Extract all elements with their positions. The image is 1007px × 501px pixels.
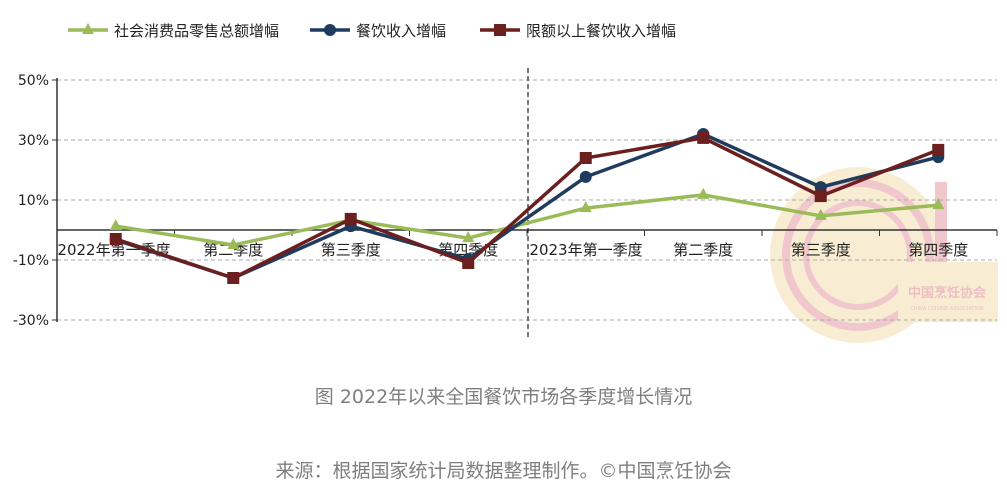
x-tick-label: 第四季度 xyxy=(908,241,968,259)
y-tick-label: -10% xyxy=(13,253,49,269)
x-tick-label: 第三季度 xyxy=(791,241,851,259)
legend-label: 限额以上餐饮收入增幅 xyxy=(526,22,676,40)
data-point-square xyxy=(932,143,945,156)
data-point-triangle xyxy=(814,208,827,220)
data-point-square xyxy=(814,190,827,203)
data-point-triangle xyxy=(227,238,240,249)
data-point-square xyxy=(344,212,357,225)
watermark-logo: 中国烹饪协会 CHINA CUISINE ASSOCIATION xyxy=(770,167,998,343)
y-tick-label: 30% xyxy=(18,133,49,149)
y-tick-label: -30% xyxy=(13,313,49,329)
data-point-circle xyxy=(324,24,336,36)
series-line xyxy=(115,136,939,280)
x-tick-label: 第二季度 xyxy=(673,241,733,259)
data-point-triangle xyxy=(579,201,592,213)
watermark-subtext: CHINA CUISINE ASSOCIATION xyxy=(910,306,983,312)
data-point-square xyxy=(579,152,592,164)
x-tick-label: 第三季度 xyxy=(321,241,381,259)
watermark-plate xyxy=(898,262,998,322)
data-point-square xyxy=(227,272,240,284)
legend-label: 餐饮收入增幅 xyxy=(356,22,446,40)
legend-label: 社会消费品零售总额增幅 xyxy=(114,22,279,40)
data-point-triangle xyxy=(697,187,710,199)
figure-caption: 图 2022年以来全国餐饮市场各季度增长情况 xyxy=(314,386,693,408)
data-point-square xyxy=(462,257,475,269)
series-line xyxy=(115,193,939,247)
data-point-square xyxy=(109,233,122,245)
data-point-triangle xyxy=(932,198,945,210)
x-tick-label: 第二季度 xyxy=(203,241,263,259)
data-point-square xyxy=(697,131,710,144)
data-point-square xyxy=(494,24,506,36)
series-2 xyxy=(109,131,945,284)
y-tick-label: 50% xyxy=(18,73,49,89)
line-chart: 中国烹饪协会 CHINA CUISINE ASSOCIATION 50% 30% 10%… xyxy=(13,22,998,343)
data-point-circle xyxy=(579,170,592,183)
legend-item: 社会消费品零售总额增幅 xyxy=(68,22,279,40)
x-tick-label: 2022年第一季度 xyxy=(57,241,170,259)
y-tick-label: 10% xyxy=(18,193,49,209)
legend-item: 限额以上餐饮收入增幅 xyxy=(480,22,676,40)
x-tick-label: 2023年第一季度 xyxy=(529,241,642,259)
source-note: 来源：根据国家统计局数据整理制作。©中国烹饪协会 xyxy=(275,460,732,482)
legend-item: 餐饮收入增幅 xyxy=(310,22,446,40)
watermark-ring xyxy=(803,200,913,310)
data-point-triangle xyxy=(462,231,475,243)
watermark-text: 中国烹饪协会 xyxy=(908,285,987,301)
data-point-triangle xyxy=(82,23,94,34)
data-point-triangle xyxy=(109,219,122,231)
